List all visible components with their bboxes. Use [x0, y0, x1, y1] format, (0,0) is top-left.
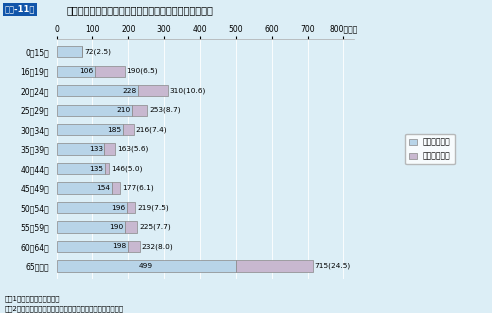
Text: 163(5.6): 163(5.6)	[117, 146, 148, 152]
Bar	[104, 143, 115, 155]
Text: 219(7.5): 219(7.5)	[137, 204, 169, 211]
Text: 106: 106	[79, 68, 93, 74]
Text: 499: 499	[139, 263, 153, 269]
Text: 228: 228	[123, 88, 137, 94]
Bar	[105, 163, 109, 174]
Text: 310(10.6): 310(10.6)	[170, 87, 206, 94]
Text: 年齢層別自動車乗車中の交通事故死者数（平成６１年）: 年齢層別自動車乗車中の交通事故死者数（平成６１年）	[66, 5, 214, 15]
Bar	[132, 105, 147, 116]
Bar	[57, 241, 127, 252]
Bar	[57, 124, 123, 135]
Text: 225(7.7): 225(7.7)	[139, 224, 171, 230]
Bar	[57, 85, 138, 96]
Text: 715(24.5): 715(24.5)	[315, 263, 351, 269]
Text: 72(2.5): 72(2.5)	[84, 49, 111, 55]
Bar	[127, 241, 140, 252]
Text: 135: 135	[90, 166, 103, 172]
Bar	[57, 46, 82, 57]
Bar	[57, 202, 127, 213]
Text: 154: 154	[96, 185, 110, 191]
Text: 第１-11図: 第１-11図	[5, 5, 35, 14]
Bar	[57, 260, 236, 272]
Text: 190: 190	[109, 224, 123, 230]
Bar	[57, 221, 124, 233]
Text: 注、1　警察庁資料による。: 注、1 警察庁資料による。	[5, 296, 61, 302]
Bar	[138, 85, 168, 96]
Text: 133: 133	[89, 146, 103, 152]
Text: 146(5.0): 146(5.0)	[111, 165, 142, 172]
Text: 2　（　）内は、年齢層別死者数の構成率（％）である。: 2 （ ）内は、年齢層別死者数の構成率（％）である。	[5, 305, 124, 312]
Text: 190(6.5): 190(6.5)	[126, 68, 158, 74]
Text: 232(8.0): 232(8.0)	[142, 243, 173, 250]
Bar	[57, 163, 105, 174]
Bar	[112, 182, 120, 194]
Bar	[127, 202, 135, 213]
Text: 177(6.1): 177(6.1)	[122, 185, 154, 191]
Text: 198: 198	[112, 244, 126, 249]
Bar	[57, 66, 94, 77]
Bar	[57, 182, 112, 194]
Bar	[57, 105, 132, 116]
Text: 216(7.4): 216(7.4)	[136, 126, 167, 133]
Bar	[123, 124, 134, 135]
Text: 253(8.7): 253(8.7)	[149, 107, 181, 113]
Text: 185: 185	[107, 127, 122, 133]
Text: 196: 196	[111, 204, 125, 211]
Bar	[94, 66, 124, 77]
Bar	[57, 143, 104, 155]
Bar	[236, 260, 313, 272]
Bar	[124, 221, 137, 233]
Legend: 自動車運転中, 自動車同乗中: 自動車運転中, 自動車同乗中	[405, 134, 455, 164]
Text: 210: 210	[116, 107, 130, 113]
